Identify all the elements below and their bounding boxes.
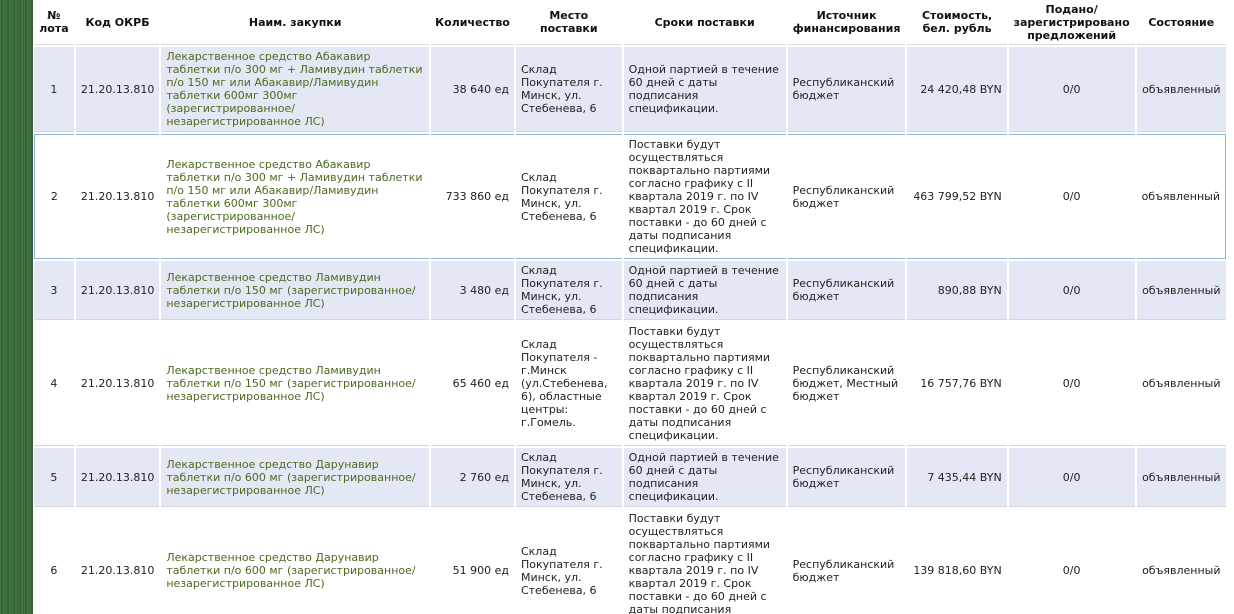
purchase-name-link[interactable]: Лекарственное средство Ламивудин таблетк… bbox=[161, 322, 430, 446]
cost: 7 435,44 BYN bbox=[907, 448, 1007, 507]
table-header-row: № лота Код ОКРБ Наим. закупки Количество… bbox=[34, 0, 1226, 45]
quantity: 38 640 ед bbox=[431, 47, 514, 132]
lot-number: 5 bbox=[34, 448, 74, 507]
status: объявленный bbox=[1136, 134, 1226, 259]
lots-table: № лота Код ОКРБ Наим. закупки Количество… bbox=[33, 0, 1228, 614]
col-header-quantity: Количество bbox=[431, 0, 514, 45]
col-header-lot: № лота bbox=[34, 0, 74, 45]
delivery-terms: Поставки будут осуществляться покварталь… bbox=[623, 134, 786, 259]
bids-count: 0/0 bbox=[1008, 322, 1135, 446]
okrb-code: 21.20.13.810 bbox=[75, 322, 160, 446]
bids-count: 0/0 bbox=[1008, 47, 1135, 132]
delivery-terms: Одной партией в течение 60 дней с даты п… bbox=[623, 448, 786, 507]
bids-count: 0/0 bbox=[1009, 509, 1135, 614]
purchase-name-link[interactable]: Лекарственное средство Дарунавир таблетк… bbox=[161, 448, 430, 507]
delivery-terms: Одной партией в течение 60 дней с даты п… bbox=[623, 261, 786, 320]
status: объявленный bbox=[1136, 322, 1226, 446]
delivery-place: Склад Покупателя г. Минск, ул. Стебенева… bbox=[515, 47, 622, 132]
table-row[interactable]: 4 21.20.13.810 Лекарственное средство Ла… bbox=[34, 322, 1226, 446]
delivery-place: Склад Покупателя г. Минск, ул. Стебенева… bbox=[516, 509, 622, 614]
table-row[interactable]: 5 21.20.13.810 Лекарственное средство Да… bbox=[34, 448, 1226, 507]
status: объявленный bbox=[1136, 261, 1226, 320]
okrb-code: 21.20.13.810 bbox=[75, 448, 160, 507]
table-row[interactable]: 2 21.20.13.810 Лекарственное средство Аб… bbox=[34, 134, 1226, 259]
quantity: 733 860 ед bbox=[431, 134, 514, 259]
table-row[interactable]: 6 21.20.13.810 Лекарственное средство Да… bbox=[34, 509, 1226, 614]
quantity: 65 460 ед bbox=[431, 322, 514, 446]
status: объявленный bbox=[1137, 509, 1226, 614]
col-header-funding: Источник финансирования bbox=[787, 0, 906, 45]
quantity: 51 900 ед bbox=[431, 509, 514, 614]
col-header-status: Состояние bbox=[1136, 0, 1226, 45]
col-header-okrb: Код ОКРБ bbox=[75, 0, 160, 45]
cost: 463 799,52 BYN bbox=[907, 134, 1007, 259]
delivery-terms: Поставки будут осуществляться покварталь… bbox=[623, 322, 786, 446]
col-header-terms: Сроки поставки bbox=[623, 0, 786, 45]
col-header-bids: Подано/ зарегистрировано предложений bbox=[1008, 0, 1135, 45]
delivery-terms: Поставки будут осуществляться покварталь… bbox=[624, 509, 786, 614]
cost: 139 818,60 BYN bbox=[907, 509, 1006, 614]
delivery-place: Склад Покупателя г. Минск, ул. Стебенева… bbox=[515, 261, 622, 320]
table-row[interactable]: 3 21.20.13.810 Лекарственное средство Ла… bbox=[34, 261, 1226, 320]
lot-number: 3 bbox=[34, 261, 74, 320]
cost: 24 420,48 BYN bbox=[907, 47, 1007, 132]
table-row[interactable]: 1 21.20.13.810 Лекарственное средство Аб… bbox=[34, 47, 1226, 132]
purchase-name-link[interactable]: Лекарственное средство Абакавир таблетки… bbox=[161, 134, 430, 259]
status: объявленный bbox=[1136, 47, 1226, 132]
bids-count: 0/0 bbox=[1008, 134, 1135, 259]
funding-source: Республиканский бюджет bbox=[787, 47, 906, 132]
status: объявленный bbox=[1136, 448, 1226, 507]
okrb-code: 21.20.13.810 bbox=[75, 134, 160, 259]
funding-source: Республиканский бюджет bbox=[787, 134, 906, 259]
funding-source: Республиканский бюджет, Местный бюджет bbox=[787, 322, 906, 446]
cost: 890,88 BYN bbox=[907, 261, 1007, 320]
bids-count: 0/0 bbox=[1008, 261, 1135, 320]
bids-count: 0/0 bbox=[1008, 448, 1135, 507]
delivery-place: Склад Покупателя - г.Минск (ул.Стебенева… bbox=[515, 322, 622, 446]
okrb-code: 21.20.13.810 bbox=[76, 509, 159, 614]
lot-number: 6 bbox=[34, 509, 74, 614]
funding-source: Республиканский бюджет bbox=[787, 448, 906, 507]
col-header-place: Место поставки bbox=[515, 0, 622, 45]
lots-page: № лота Код ОКРБ Наим. закупки Количество… bbox=[33, 0, 1234, 614]
okrb-code: 21.20.13.810 bbox=[75, 47, 160, 132]
delivery-terms: Одной партией в течение 60 дней с даты п… bbox=[623, 47, 786, 132]
purchase-name-link[interactable]: Лекарственное средство Абакавир таблетки… bbox=[161, 47, 430, 132]
funding-source: Республиканский бюджет bbox=[788, 509, 906, 614]
cost: 16 757,76 BYN bbox=[907, 322, 1007, 446]
lot-number: 4 bbox=[34, 322, 74, 446]
col-header-cost: Стоимость, бел. рубль bbox=[907, 0, 1007, 45]
purchase-name-link[interactable]: Лекарственное средство Ламивудин таблетк… bbox=[161, 261, 430, 320]
quantity: 2 760 ед bbox=[431, 448, 514, 507]
funding-source: Республиканский бюджет bbox=[787, 261, 906, 320]
okrb-code: 21.20.13.810 bbox=[75, 261, 160, 320]
delivery-place: Склад Покупателя г. Минск, ул. Стебенева… bbox=[515, 448, 622, 507]
delivery-place: Склад Покупателя г. Минск, ул. Стебенева… bbox=[515, 134, 622, 259]
col-header-name: Наим. закупки bbox=[161, 0, 430, 45]
left-decorative-strip bbox=[0, 0, 33, 614]
quantity: 3 480 ед bbox=[431, 261, 514, 320]
lot-number: 1 bbox=[34, 47, 74, 132]
lot-number: 2 bbox=[34, 134, 74, 259]
purchase-name-link[interactable]: Лекарственное средство Дарунавир таблетк… bbox=[161, 509, 429, 614]
